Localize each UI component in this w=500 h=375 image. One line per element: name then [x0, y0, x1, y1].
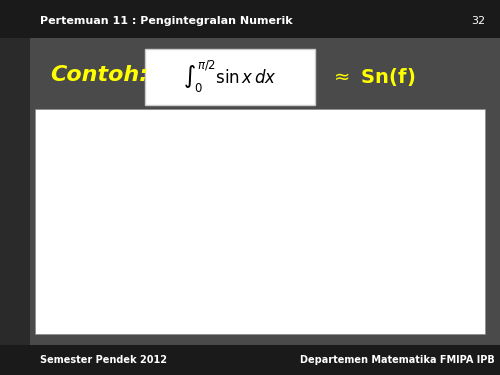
- Text: −1.26E−10: −1.26E−10: [320, 274, 380, 284]
- Text: −8.30E–6: −8.30E–6: [323, 192, 377, 202]
- Text: 4: 4: [68, 172, 74, 182]
- Text: 128: 128: [61, 274, 81, 284]
- Text: 1.00000000000049: 1.00000000000049: [152, 315, 260, 326]
- Text: 16: 16: [64, 213, 78, 223]
- Text: 32: 32: [471, 16, 485, 26]
- Text: −3.23E–8: −3.23E–8: [323, 233, 377, 243]
- Text: 16.00: 16.00: [432, 274, 466, 284]
- Text: 32: 32: [64, 233, 78, 243]
- Text: Semester Pendek 2012: Semester Pendek 2012: [40, 355, 167, 365]
- Text: 16.94: 16.94: [432, 172, 466, 182]
- Text: 16.00: 16.00: [432, 254, 466, 264]
- Text: 256: 256: [61, 295, 81, 305]
- Text: Departemen Matematika FMIPA IPB: Departemen Matematika FMIPA IPB: [300, 355, 495, 365]
- Text: 1.00000051668471: 1.00000051668471: [152, 213, 260, 223]
- Text: $Error$: $Error$: [333, 118, 367, 131]
- Text: $n$: $n$: [66, 118, 76, 131]
- Text: 1.00000000000788: 1.00000000000788: [152, 295, 260, 305]
- Text: 1.00000829552397: 1.00000829552397: [152, 192, 260, 202]
- Text: 15.99: 15.99: [432, 315, 466, 326]
- Text: Pertemuan 11 : Pengintegralan Numerik: Pertemuan 11 : Pengintegralan Numerik: [40, 16, 292, 26]
- Text: 1.00000000012600: 1.00000000012600: [152, 274, 260, 284]
- Text: $\approx$ Sn(f): $\approx$ Sn(f): [330, 66, 416, 88]
- Text: 512: 512: [61, 315, 81, 326]
- Text: −4.92E−13: −4.92E−13: [320, 315, 380, 326]
- Text: $Ratio$: $Ratio$: [432, 117, 466, 132]
- Text: −2.02E–9: −2.02E–9: [323, 254, 377, 264]
- Text: −1.35E–4: −1.35E–4: [323, 172, 377, 182]
- Text: 2: 2: [68, 152, 74, 161]
- Text: −7.88E−12: −7.88E−12: [320, 295, 380, 305]
- Text: 16.00: 16.00: [432, 295, 466, 305]
- Text: 8: 8: [68, 192, 74, 202]
- Text: −5.17E–7: −5.17E–7: [323, 213, 377, 223]
- Text: Contoh:: Contoh:: [50, 65, 148, 85]
- Text: 16.01: 16.01: [432, 233, 466, 243]
- Text: 64: 64: [64, 254, 78, 264]
- Text: 1.00227987749221: 1.00227987749221: [152, 152, 260, 161]
- Text: 1.00000000201613: 1.00000000201613: [152, 254, 260, 264]
- Text: $\int_0^{\pi/2} \sin x\, dx$: $\int_0^{\pi/2} \sin x\, dx$: [183, 59, 277, 95]
- Text: 16.06: 16.06: [432, 213, 466, 223]
- Text: 16.22: 16.22: [432, 192, 466, 202]
- Text: 1.00000003226500: 1.00000003226500: [152, 233, 260, 243]
- Text: $S_n(f)$: $S_n(f)$: [192, 117, 220, 132]
- Text: 1.00013458497419: 1.00013458497419: [152, 172, 260, 182]
- Text: −2.28E–3: −2.28E–3: [323, 152, 377, 161]
